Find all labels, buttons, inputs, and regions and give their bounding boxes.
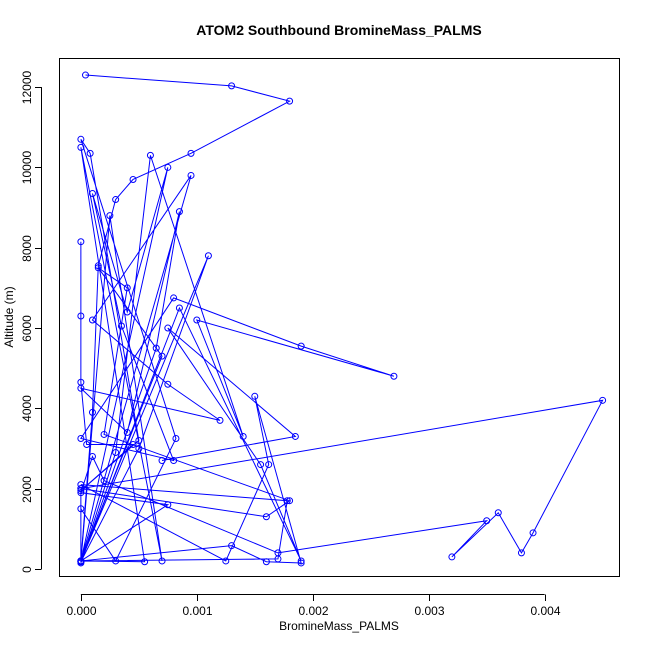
data-point	[112, 449, 120, 457]
y-tick-label: 12000	[20, 70, 34, 104]
data-point	[77, 135, 85, 143]
x-tick-label: 0.002	[298, 604, 328, 618]
data-point	[483, 517, 491, 525]
data-point	[129, 175, 137, 183]
series-line	[80, 139, 177, 563]
x-axis: 0.000 0.001 0.002 0.003 0.004	[66, 594, 561, 618]
data-point	[88, 316, 96, 324]
data-point	[262, 513, 270, 521]
data-point	[494, 509, 502, 517]
data-point	[164, 501, 172, 509]
data-point	[274, 555, 282, 563]
data-point	[83, 440, 91, 448]
data-point	[86, 149, 94, 157]
data-point	[77, 558, 85, 566]
data-point	[77, 143, 85, 151]
data-point	[251, 392, 259, 400]
data-point	[164, 324, 172, 332]
plot-frame	[59, 58, 620, 577]
data-point	[100, 477, 108, 485]
data-point	[257, 461, 265, 469]
data-point	[228, 542, 236, 550]
data-point	[222, 557, 230, 565]
y-tick-label: 8000	[20, 235, 34, 262]
data-point	[158, 557, 166, 565]
y-axis: 0 2000 4000 6000 8000 10000 12000	[20, 70, 42, 573]
data-point	[187, 149, 195, 157]
data-point	[216, 416, 224, 424]
data-point	[146, 151, 154, 159]
data-point	[164, 163, 172, 171]
data-point	[94, 264, 102, 272]
data-point	[77, 238, 85, 246]
data-point	[297, 342, 305, 350]
data-point	[77, 505, 85, 513]
data-point	[193, 316, 201, 324]
data-point	[175, 304, 183, 312]
data-point	[265, 461, 273, 469]
data-point	[448, 553, 456, 561]
data-point	[77, 378, 85, 386]
data-point	[517, 549, 525, 557]
data-point	[88, 408, 96, 416]
data-point	[152, 344, 160, 352]
y-tick-label: 6000	[20, 315, 34, 342]
x-tick-label: 0.001	[182, 604, 212, 618]
data-point	[291, 432, 299, 440]
data-point	[77, 434, 85, 442]
chart-title: ATOM2 Southbound BromineMass_PALMS	[196, 22, 481, 38]
x-tick-label: 0.000	[66, 604, 96, 618]
y-tick-label: 4000	[20, 395, 34, 422]
data-point	[262, 558, 270, 566]
data-point	[286, 97, 294, 105]
data-point	[77, 481, 85, 489]
y-tick-label: 10000	[20, 150, 34, 184]
data-point	[141, 558, 149, 566]
x-tick-label: 0.004	[530, 604, 560, 618]
x-tick-label: 0.003	[414, 604, 444, 618]
data-point	[112, 196, 120, 204]
data-point	[77, 485, 85, 493]
data-point	[175, 208, 183, 216]
x-axis-label: BromineMass_PALMS	[279, 619, 399, 633]
y-axis-label: Altitude (m)	[2, 286, 16, 347]
y-tick-label: 0	[20, 566, 34, 573]
data-point	[297, 557, 305, 565]
y-tick-label: 2000	[20, 476, 34, 503]
data-point	[158, 457, 166, 465]
data-point	[172, 434, 180, 442]
data-point	[82, 71, 90, 79]
data-series	[77, 252, 305, 567]
data-point	[228, 82, 236, 90]
data-point	[204, 252, 212, 260]
data-point	[297, 559, 305, 567]
data-point	[529, 529, 537, 537]
data-point	[390, 372, 398, 380]
series-line	[79, 74, 604, 564]
data-point	[100, 430, 108, 438]
data-point	[77, 312, 85, 320]
data-point	[170, 457, 178, 465]
data-point	[599, 396, 607, 404]
plot-area	[77, 71, 607, 567]
data-point	[135, 445, 143, 452]
data-point	[170, 294, 178, 302]
data-point	[106, 212, 114, 220]
data-point	[164, 380, 172, 388]
series-line	[80, 255, 302, 564]
data-point	[117, 322, 125, 330]
data-point	[283, 497, 291, 505]
data-point	[187, 171, 195, 179]
